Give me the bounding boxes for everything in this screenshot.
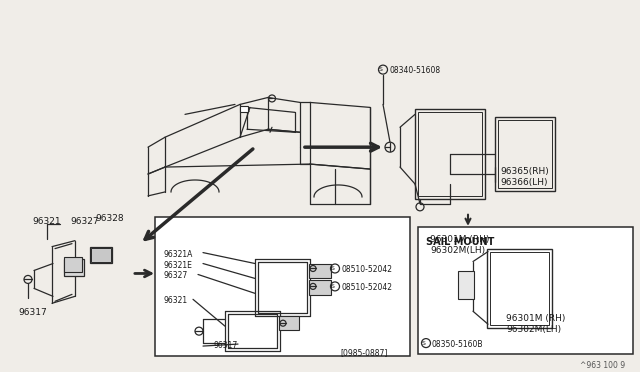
Text: 96327: 96327 (163, 272, 188, 280)
Bar (240, 106, 248, 112)
Text: 96301M (RH): 96301M (RH) (506, 314, 565, 323)
Text: 96327: 96327 (70, 217, 99, 226)
Bar (458, 272, 474, 299)
Text: 96301M (RH): 96301M (RH) (430, 235, 490, 244)
Text: 08510-52042: 08510-52042 (341, 283, 392, 292)
Text: 96321: 96321 (32, 217, 61, 226)
Bar (155, 217, 410, 356)
Bar (64, 257, 82, 272)
Text: 96317: 96317 (18, 308, 47, 317)
Text: 96365(RH): 96365(RH) (500, 167, 548, 176)
Text: 96317: 96317 (213, 341, 237, 350)
Bar (490, 251, 549, 325)
Bar (498, 120, 552, 188)
Text: 96366(LH): 96366(LH) (500, 178, 547, 187)
Text: 96328: 96328 (95, 214, 124, 223)
Bar (309, 280, 331, 295)
Text: 96302M(LH): 96302M(LH) (430, 246, 485, 254)
Bar (495, 117, 555, 191)
Text: 08340-51608: 08340-51608 (389, 66, 440, 75)
Text: 08510-52042: 08510-52042 (341, 265, 392, 274)
Bar (415, 109, 485, 199)
Bar (418, 227, 633, 354)
Text: SAIL MOUNT: SAIL MOUNT (426, 237, 494, 247)
Text: [0985-0887]: [0985-0887] (340, 348, 387, 357)
Text: S: S (379, 67, 383, 72)
Text: 96321: 96321 (163, 296, 187, 305)
Text: ^963 100 9: ^963 100 9 (580, 361, 625, 370)
Text: 08350-5160B: 08350-5160B (432, 340, 483, 349)
Bar (487, 248, 552, 328)
Text: S: S (422, 341, 426, 346)
Text: 96321A: 96321A (163, 250, 193, 259)
Bar (90, 247, 112, 263)
Bar (64, 259, 84, 276)
Text: 96302M(LH): 96302M(LH) (506, 325, 561, 334)
Text: S: S (331, 266, 335, 271)
Bar (418, 112, 482, 196)
Bar (279, 316, 299, 330)
Bar (91, 248, 111, 262)
Text: S: S (331, 284, 335, 289)
Text: 96321E: 96321E (163, 260, 192, 270)
Bar (309, 263, 331, 278)
